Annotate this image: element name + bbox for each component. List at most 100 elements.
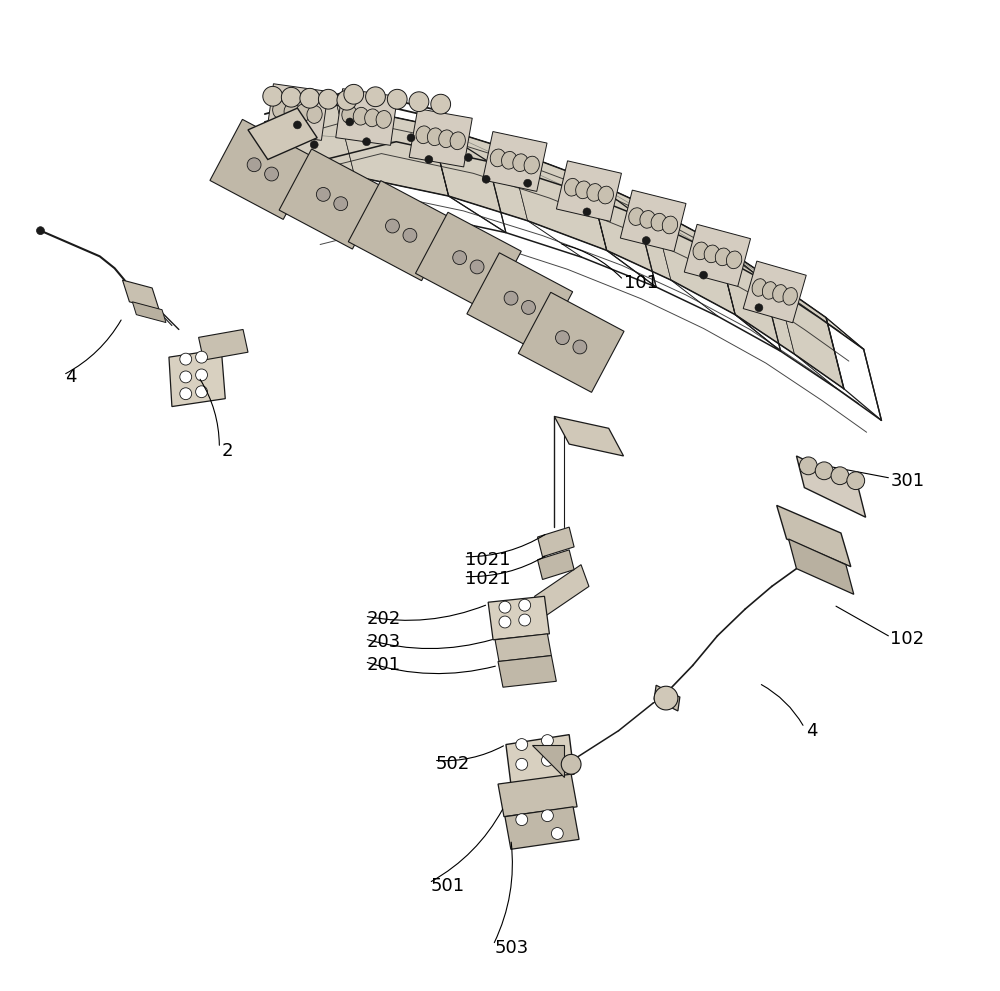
Polygon shape	[337, 105, 488, 162]
Polygon shape	[348, 180, 454, 280]
Polygon shape	[777, 283, 864, 349]
Polygon shape	[279, 149, 385, 249]
Circle shape	[519, 614, 531, 626]
Polygon shape	[654, 685, 680, 711]
Circle shape	[386, 219, 399, 233]
Circle shape	[316, 187, 330, 201]
Circle shape	[799, 457, 817, 475]
Ellipse shape	[342, 106, 357, 124]
Text: 2: 2	[221, 442, 233, 460]
Ellipse shape	[450, 132, 465, 150]
Polygon shape	[337, 105, 449, 196]
Circle shape	[281, 87, 301, 107]
Circle shape	[524, 179, 532, 187]
Text: 501: 501	[431, 877, 465, 895]
Text: 203: 203	[367, 633, 401, 651]
Circle shape	[504, 291, 518, 305]
Circle shape	[300, 88, 320, 108]
Polygon shape	[467, 253, 573, 353]
Circle shape	[542, 754, 553, 766]
Ellipse shape	[427, 128, 443, 146]
Text: 201: 201	[367, 656, 401, 675]
Ellipse shape	[524, 157, 539, 173]
Ellipse shape	[376, 111, 391, 128]
Circle shape	[499, 616, 511, 628]
Circle shape	[516, 814, 528, 826]
Circle shape	[522, 300, 535, 314]
Ellipse shape	[513, 154, 528, 171]
Ellipse shape	[773, 284, 787, 302]
Text: 4: 4	[65, 368, 77, 385]
Circle shape	[516, 758, 528, 770]
Circle shape	[499, 602, 511, 613]
Ellipse shape	[762, 281, 777, 299]
Circle shape	[180, 371, 192, 383]
Polygon shape	[510, 150, 607, 251]
Polygon shape	[199, 329, 248, 360]
Polygon shape	[653, 209, 735, 315]
Circle shape	[310, 141, 318, 149]
Polygon shape	[796, 456, 866, 517]
Circle shape	[654, 686, 678, 710]
Circle shape	[755, 304, 763, 312]
Polygon shape	[498, 774, 577, 817]
Circle shape	[847, 472, 865, 490]
Polygon shape	[518, 292, 624, 392]
Circle shape	[561, 754, 581, 774]
Circle shape	[453, 251, 467, 265]
Circle shape	[409, 92, 429, 112]
Ellipse shape	[693, 242, 708, 260]
Polygon shape	[589, 179, 701, 246]
Ellipse shape	[752, 278, 767, 296]
Circle shape	[334, 197, 348, 211]
Circle shape	[815, 462, 833, 480]
Polygon shape	[538, 527, 574, 557]
Ellipse shape	[273, 101, 288, 119]
Polygon shape	[532, 744, 564, 777]
Polygon shape	[777, 283, 844, 388]
Text: 503: 503	[495, 939, 529, 957]
Polygon shape	[717, 244, 819, 318]
Polygon shape	[409, 109, 472, 166]
Circle shape	[470, 260, 484, 274]
Circle shape	[431, 94, 451, 114]
Circle shape	[387, 89, 407, 109]
Polygon shape	[488, 597, 549, 640]
Circle shape	[542, 734, 553, 746]
Ellipse shape	[715, 248, 731, 266]
Circle shape	[363, 138, 371, 146]
Text: 1021: 1021	[465, 571, 511, 589]
Polygon shape	[554, 416, 624, 456]
Circle shape	[516, 738, 528, 750]
Polygon shape	[248, 108, 317, 160]
Ellipse shape	[307, 106, 322, 123]
Text: 101: 101	[624, 275, 658, 292]
Ellipse shape	[353, 107, 369, 125]
Circle shape	[346, 118, 354, 126]
Circle shape	[403, 228, 417, 242]
Text: 301: 301	[890, 472, 924, 490]
Polygon shape	[248, 105, 396, 162]
Polygon shape	[589, 179, 671, 280]
Ellipse shape	[651, 213, 666, 231]
Polygon shape	[510, 150, 638, 216]
Ellipse shape	[783, 287, 797, 305]
Ellipse shape	[439, 130, 454, 148]
Circle shape	[642, 237, 650, 245]
Circle shape	[583, 208, 591, 216]
Polygon shape	[506, 734, 574, 784]
Circle shape	[265, 167, 278, 181]
Circle shape	[366, 87, 385, 107]
Ellipse shape	[587, 183, 602, 201]
Circle shape	[196, 369, 207, 381]
Circle shape	[519, 600, 531, 611]
Ellipse shape	[284, 102, 299, 120]
Polygon shape	[505, 807, 579, 849]
Polygon shape	[498, 656, 556, 687]
Ellipse shape	[629, 208, 644, 225]
Circle shape	[831, 467, 849, 485]
Circle shape	[37, 227, 44, 235]
Circle shape	[542, 810, 553, 822]
Ellipse shape	[662, 216, 678, 234]
Circle shape	[180, 387, 192, 399]
